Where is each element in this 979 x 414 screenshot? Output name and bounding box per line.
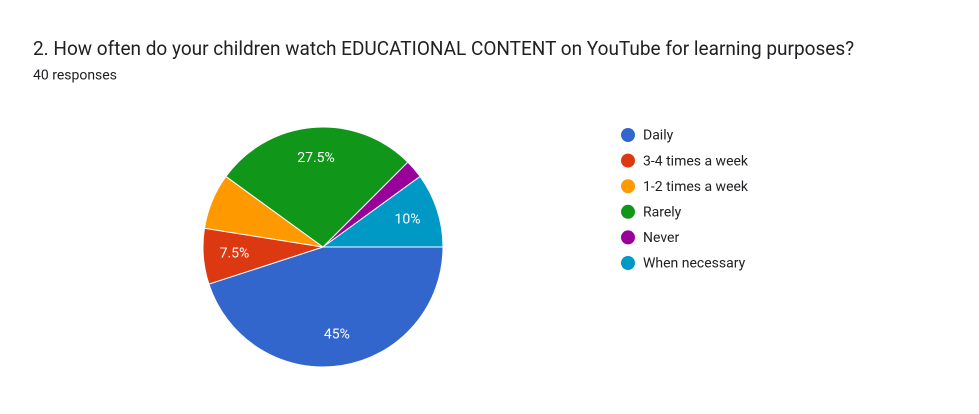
legend-label: Daily	[643, 128, 674, 144]
slice-label: 45%	[324, 326, 350, 342]
legend-label: Never	[643, 230, 679, 246]
slice-label: 10%	[394, 211, 420, 227]
legend-swatch	[621, 153, 635, 168]
legend-swatch	[621, 256, 635, 270]
pie-slice	[321, 175, 444, 248]
legend-label: When necessary	[643, 256, 746, 272]
pie-slice	[208, 246, 444, 368]
pie-slice	[225, 126, 409, 248]
slice-label: 7.5%	[220, 246, 250, 262]
legend-swatch	[621, 204, 635, 219]
legend-label: Rarely	[643, 205, 682, 221]
legend-swatch	[621, 128, 635, 142]
legend-swatch	[621, 179, 635, 194]
legend-swatch	[621, 230, 635, 245]
chart-title: 2. How often do your children watch EDUC…	[33, 37, 854, 60]
legend-label: 3-4 times a week	[643, 153, 749, 169]
chart-subtitle: 40 responses	[33, 68, 117, 84]
slice-label: 27.5%	[297, 150, 335, 166]
legend-label: 1-2 times a week	[643, 179, 749, 195]
